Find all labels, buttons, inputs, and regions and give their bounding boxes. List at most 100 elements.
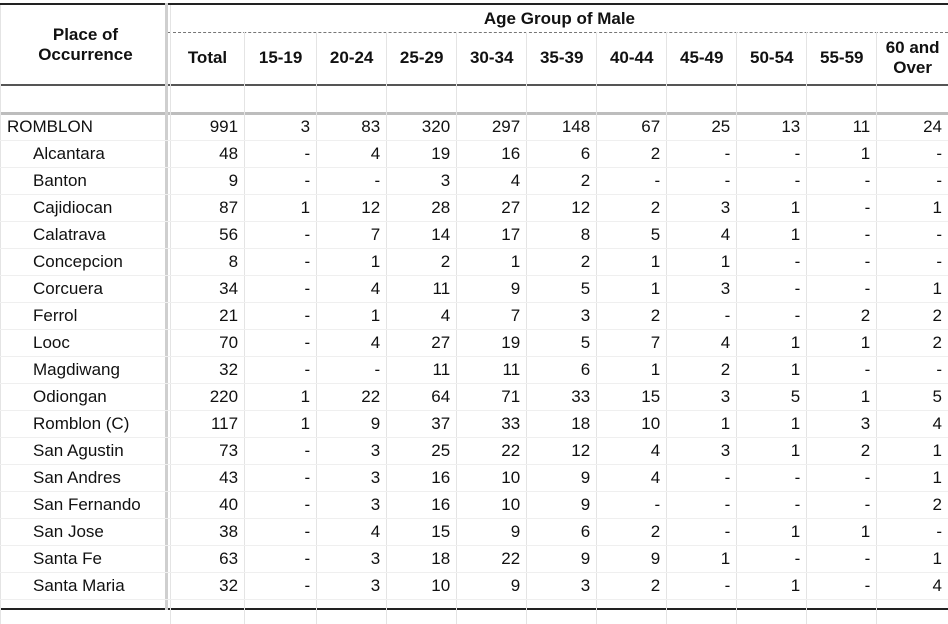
column-header: 50-54 <box>737 32 807 84</box>
cell: 10 <box>457 465 527 492</box>
municipality-name: Calatrava <box>1 222 171 249</box>
cell: 21 <box>170 303 244 330</box>
cell: 7 <box>317 222 387 249</box>
cell: 2 <box>877 330 948 357</box>
cell: - <box>245 168 317 195</box>
cell: 11 <box>387 276 457 303</box>
cell: 2 <box>597 195 667 222</box>
cell: 9 <box>317 411 387 438</box>
cell: 33 <box>527 384 597 411</box>
municipality-name: Santa Maria <box>1 573 171 600</box>
cell: 2 <box>597 519 667 546</box>
cell: 1 <box>667 249 737 276</box>
cell: - <box>807 195 877 222</box>
last-column-line2: Over <box>877 58 948 78</box>
cell: 12 <box>317 195 387 222</box>
cell: - <box>737 249 807 276</box>
cell: 1 <box>597 357 667 384</box>
cell: 3 <box>387 168 457 195</box>
cell: 38 <box>170 519 244 546</box>
cell: 13 <box>737 114 807 141</box>
cell: - <box>737 492 807 519</box>
cell: 25 <box>387 438 457 465</box>
cell: 1 <box>807 519 877 546</box>
cell: 3 <box>317 465 387 492</box>
cell: - <box>245 303 317 330</box>
province-row: ROMBLON 991 3 83 320 297 148 67 25 13 11… <box>1 114 948 141</box>
cell: 1 <box>737 357 807 384</box>
cell: 9 <box>457 573 527 600</box>
cell: 14 <box>387 222 457 249</box>
cell: 7 <box>457 303 527 330</box>
cell: 32 <box>170 573 244 600</box>
cell: - <box>807 492 877 519</box>
cell: 1 <box>737 195 807 222</box>
cell: 9 <box>457 276 527 303</box>
cell: 18 <box>527 411 597 438</box>
municipality-name: Concepcion <box>1 249 171 276</box>
cell: - <box>737 276 807 303</box>
cell: 11 <box>807 114 877 141</box>
cell: 1 <box>737 573 807 600</box>
age-group-table: Place of Occurrence Age Group of Male To… <box>0 5 948 624</box>
cell: - <box>807 546 877 573</box>
cell: - <box>667 303 737 330</box>
cell: 1 <box>667 411 737 438</box>
municipality-name: Santa Fe <box>1 546 171 573</box>
municipality-name: Banton <box>1 168 171 195</box>
cell: 1 <box>877 195 948 222</box>
cell: 33 <box>457 411 527 438</box>
municipality-name: San Andres <box>1 465 171 492</box>
cell: 17 <box>457 222 527 249</box>
cell: 12 <box>527 195 597 222</box>
column-header-total: Total <box>170 32 244 84</box>
cell: 1 <box>317 249 387 276</box>
cell: 1 <box>807 384 877 411</box>
municipality-name: San Agustin <box>1 438 171 465</box>
cell: 37 <box>387 411 457 438</box>
cell: 2 <box>807 438 877 465</box>
age-group-header: Age Group of Male <box>170 5 948 32</box>
cell: 4 <box>597 438 667 465</box>
cell: 27 <box>387 330 457 357</box>
cell: - <box>245 492 317 519</box>
cell: - <box>667 465 737 492</box>
municipality-name: Cajidiocan <box>1 195 171 222</box>
cell: 4 <box>667 330 737 357</box>
cell: 10 <box>457 492 527 519</box>
cell: - <box>245 573 317 600</box>
column-header: 35-39 <box>527 32 597 84</box>
place-header-cell: Place of Occurrence <box>1 5 171 84</box>
cell: 9 <box>527 492 597 519</box>
column-header: 15-19 <box>245 32 317 84</box>
cell: 87 <box>170 195 244 222</box>
cell: 27 <box>457 195 527 222</box>
cell: - <box>245 276 317 303</box>
column-header: 55-59 <box>807 32 877 84</box>
cell: 2 <box>807 303 877 330</box>
cell: - <box>737 168 807 195</box>
cell: - <box>807 357 877 384</box>
cell: - <box>877 168 948 195</box>
cell: 2 <box>527 249 597 276</box>
cell: - <box>807 573 877 600</box>
cell: 4 <box>317 519 387 546</box>
cell: 19 <box>387 141 457 168</box>
cell: 2 <box>597 141 667 168</box>
cell: 2 <box>667 357 737 384</box>
column-header-60-and-over: 60 and Over <box>877 32 948 84</box>
cell: - <box>597 168 667 195</box>
cell: - <box>667 168 737 195</box>
cell: 3 <box>527 303 597 330</box>
cell: 991 <box>170 114 244 141</box>
column-header: 40-44 <box>597 32 667 84</box>
cell: 4 <box>387 303 457 330</box>
